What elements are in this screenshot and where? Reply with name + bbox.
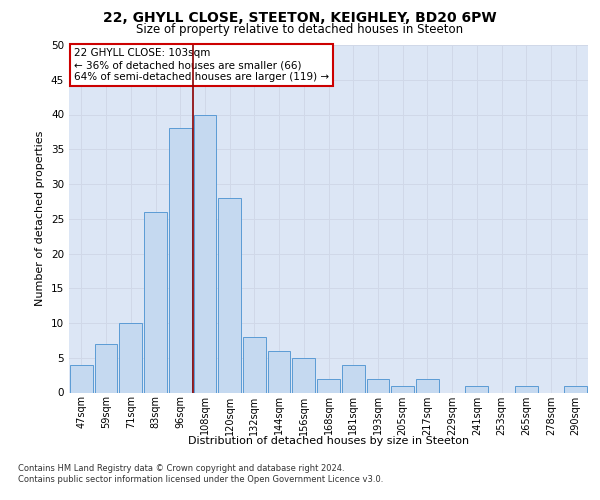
Bar [243,337,266,392]
Bar [367,378,389,392]
Text: Contains public sector information licensed under the Open Government Licence v3: Contains public sector information licen… [18,475,383,484]
Bar [391,386,414,392]
Bar [416,378,439,392]
Bar [515,386,538,392]
Text: Size of property relative to detached houses in Steeton: Size of property relative to detached ho… [136,22,464,36]
Text: 22, GHYLL CLOSE, STEETON, KEIGHLEY, BD20 6PW: 22, GHYLL CLOSE, STEETON, KEIGHLEY, BD20… [103,11,497,25]
Bar [169,128,191,392]
Bar [95,344,118,393]
Text: Contains HM Land Registry data © Crown copyright and database right 2024.: Contains HM Land Registry data © Crown c… [18,464,344,473]
Text: Distribution of detached houses by size in Steeton: Distribution of detached houses by size … [188,436,469,446]
Bar [194,114,216,392]
Y-axis label: Number of detached properties: Number of detached properties [35,131,46,306]
Bar [119,323,142,392]
Bar [144,212,167,392]
Bar [292,358,315,392]
Bar [268,351,290,393]
Bar [466,386,488,392]
Bar [564,386,587,392]
Bar [317,378,340,392]
Bar [70,364,93,392]
Bar [342,364,365,392]
Text: 22 GHYLL CLOSE: 103sqm
← 36% of detached houses are smaller (66)
64% of semi-det: 22 GHYLL CLOSE: 103sqm ← 36% of detached… [74,48,329,82]
Bar [218,198,241,392]
